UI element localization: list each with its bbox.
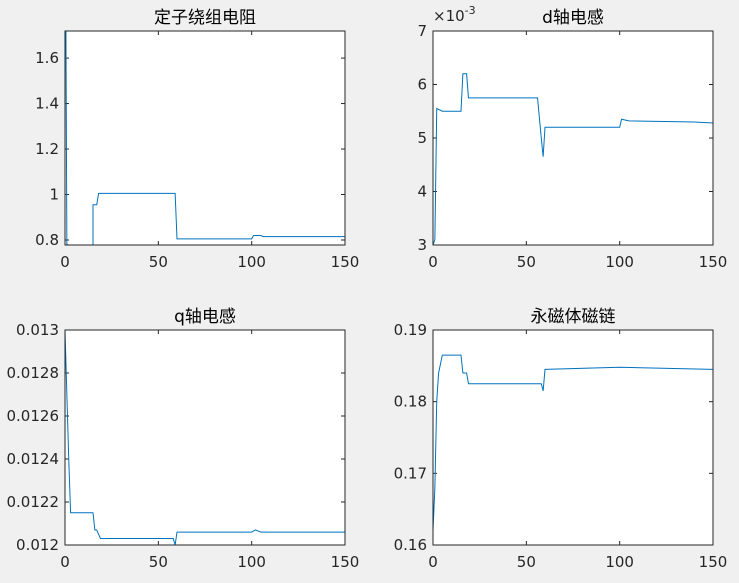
- x-tick-label: 150: [699, 253, 728, 271]
- x-tick-label: 50: [517, 253, 536, 271]
- x-tick-label: 150: [331, 553, 360, 571]
- y-tick-label: 0.012: [16, 536, 59, 554]
- y-scale-base: ×10: [433, 7, 465, 25]
- y-tick-label: 0.0124: [7, 450, 60, 468]
- x-tick-label: 100: [237, 553, 266, 571]
- axes-background: [433, 31, 713, 245]
- y-tick-label: 0.013: [16, 321, 59, 339]
- axes-background: [65, 330, 345, 545]
- x-tick-label: 150: [331, 253, 360, 271]
- y-tick-label: 1.6: [35, 49, 59, 67]
- subplot-title: d轴电感: [542, 8, 604, 28]
- y-tick-label: 0.19: [394, 321, 427, 339]
- axes-background: [433, 330, 713, 545]
- axes-box: [64, 329, 346, 546]
- y-tick-label: 7: [417, 22, 427, 40]
- x-tick-label: 0: [428, 253, 438, 271]
- y-tick-label: 0.0126: [7, 407, 60, 425]
- x-tick-label: 0: [428, 553, 438, 571]
- subplot-title: 定子绕组电阻: [154, 8, 256, 28]
- data-line: [64, 329, 345, 546]
- y-scale-label: ×10-3: [433, 4, 476, 25]
- x-tick-label: 100: [237, 253, 266, 271]
- subplot-title: 永磁体磁链: [531, 307, 616, 327]
- y-scale-exponent: -3: [465, 4, 476, 17]
- y-tick-label: 5: [417, 129, 427, 147]
- x-tick-label: 100: [605, 253, 634, 271]
- y-tick-label: 0.16: [394, 536, 427, 554]
- x-tick-label: 50: [149, 553, 168, 571]
- x-tick-label: 100: [605, 553, 634, 571]
- x-tick-label: 0: [60, 253, 70, 271]
- y-tick-label: 0.17: [394, 464, 427, 482]
- data-line: [432, 354, 714, 531]
- x-tick-label: 50: [149, 253, 168, 271]
- y-tick-label: 1: [49, 186, 59, 204]
- axes-box: [64, 30, 346, 246]
- y-tick-label: 1.4: [35, 95, 59, 113]
- subplot-title: q轴电感: [174, 307, 236, 327]
- x-tick-label: 50: [517, 553, 536, 571]
- x-tick-label: 0: [60, 553, 70, 571]
- y-tick-label: 4: [417, 183, 427, 201]
- x-tick-label: 150: [699, 553, 728, 571]
- data-line: [432, 73, 714, 246]
- y-tick-label: 0.0128: [7, 364, 60, 382]
- y-tick-label: 1.2: [35, 140, 59, 158]
- axes-background: [65, 31, 345, 245]
- y-tick-label: 0.8: [35, 231, 59, 249]
- y-tick-label: 0.18: [394, 393, 427, 411]
- axes-box: [432, 30, 714, 246]
- y-tick-label: 6: [417, 76, 427, 94]
- y-tick-label: 3: [417, 236, 427, 254]
- axes-box: [432, 329, 714, 546]
- y-tick-label: 0.0122: [7, 493, 60, 511]
